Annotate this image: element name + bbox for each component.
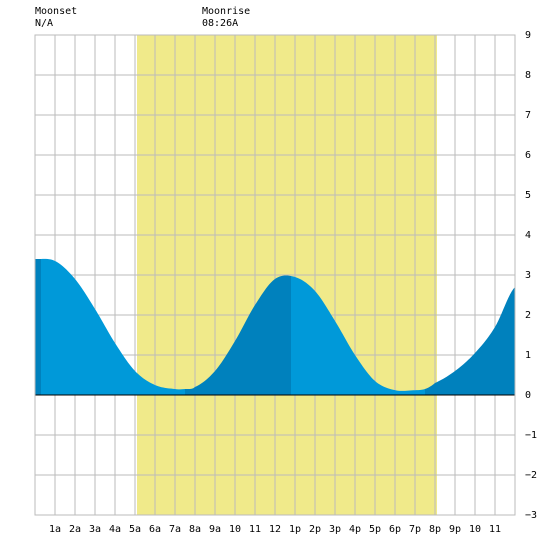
y-tick-label: 2 [525, 310, 531, 321]
moonrise-value: 08:26A [202, 18, 239, 29]
x-tick-label: 6p [389, 524, 401, 535]
tide-area-falling [291, 275, 425, 395]
x-tick-label: 5p [369, 524, 381, 535]
y-tick-label: −3 [525, 510, 537, 521]
plot-border [34, 34, 516, 516]
x-tick-label: 2a [69, 524, 81, 535]
tide-area-falling [41, 258, 185, 395]
y-tick-label: 8 [525, 70, 531, 81]
y-tick-label: 9 [525, 30, 531, 41]
x-tick-label: 4p [349, 524, 361, 535]
y-tick-label: −2 [525, 470, 537, 481]
tide-area-rising [425, 287, 515, 395]
y-tick-label: 1 [525, 350, 531, 361]
x-tick-label: 3a [89, 524, 101, 535]
x-tick-label: 5a [129, 524, 141, 535]
x-tick-label: 9a [209, 524, 221, 535]
moonset-value: N/A [35, 18, 54, 29]
x-tick-label: 11 [249, 524, 261, 535]
y-tick-label: 7 [525, 110, 531, 121]
x-tick-label: 3p [329, 524, 341, 535]
x-tick-label: 1p [289, 524, 301, 535]
y-tick-label: 0 [525, 390, 531, 401]
moonrise-label: Moonrise [202, 6, 251, 17]
x-tick-label: 12 [269, 524, 281, 535]
y-tick-label: 5 [525, 190, 531, 201]
x-tick-label: 9p [449, 524, 461, 535]
x-tick-label: 10 [229, 524, 241, 535]
x-tick-label: 11 [489, 524, 501, 535]
y-tick-label: 6 [525, 150, 531, 161]
x-tick-label: 8a [189, 524, 201, 535]
x-tick-label: 4a [109, 524, 121, 535]
y-tick-label: −1 [525, 430, 537, 441]
moonset-label: Moonset [35, 6, 78, 17]
x-tick-label: 10 [469, 524, 481, 535]
tide-area-rising [35, 258, 41, 395]
x-tick-label: 7p [409, 524, 421, 535]
y-tick-label: 3 [525, 270, 531, 281]
x-tick-label: 2p [309, 524, 321, 535]
x-tick-label: 8p [429, 524, 441, 535]
x-tick-label: 1a [49, 524, 61, 535]
y-tick-label: 4 [525, 230, 531, 241]
x-tick-label: 6a [149, 524, 161, 535]
tide-area-rising [185, 275, 291, 395]
x-tick-label: 7a [169, 524, 181, 535]
